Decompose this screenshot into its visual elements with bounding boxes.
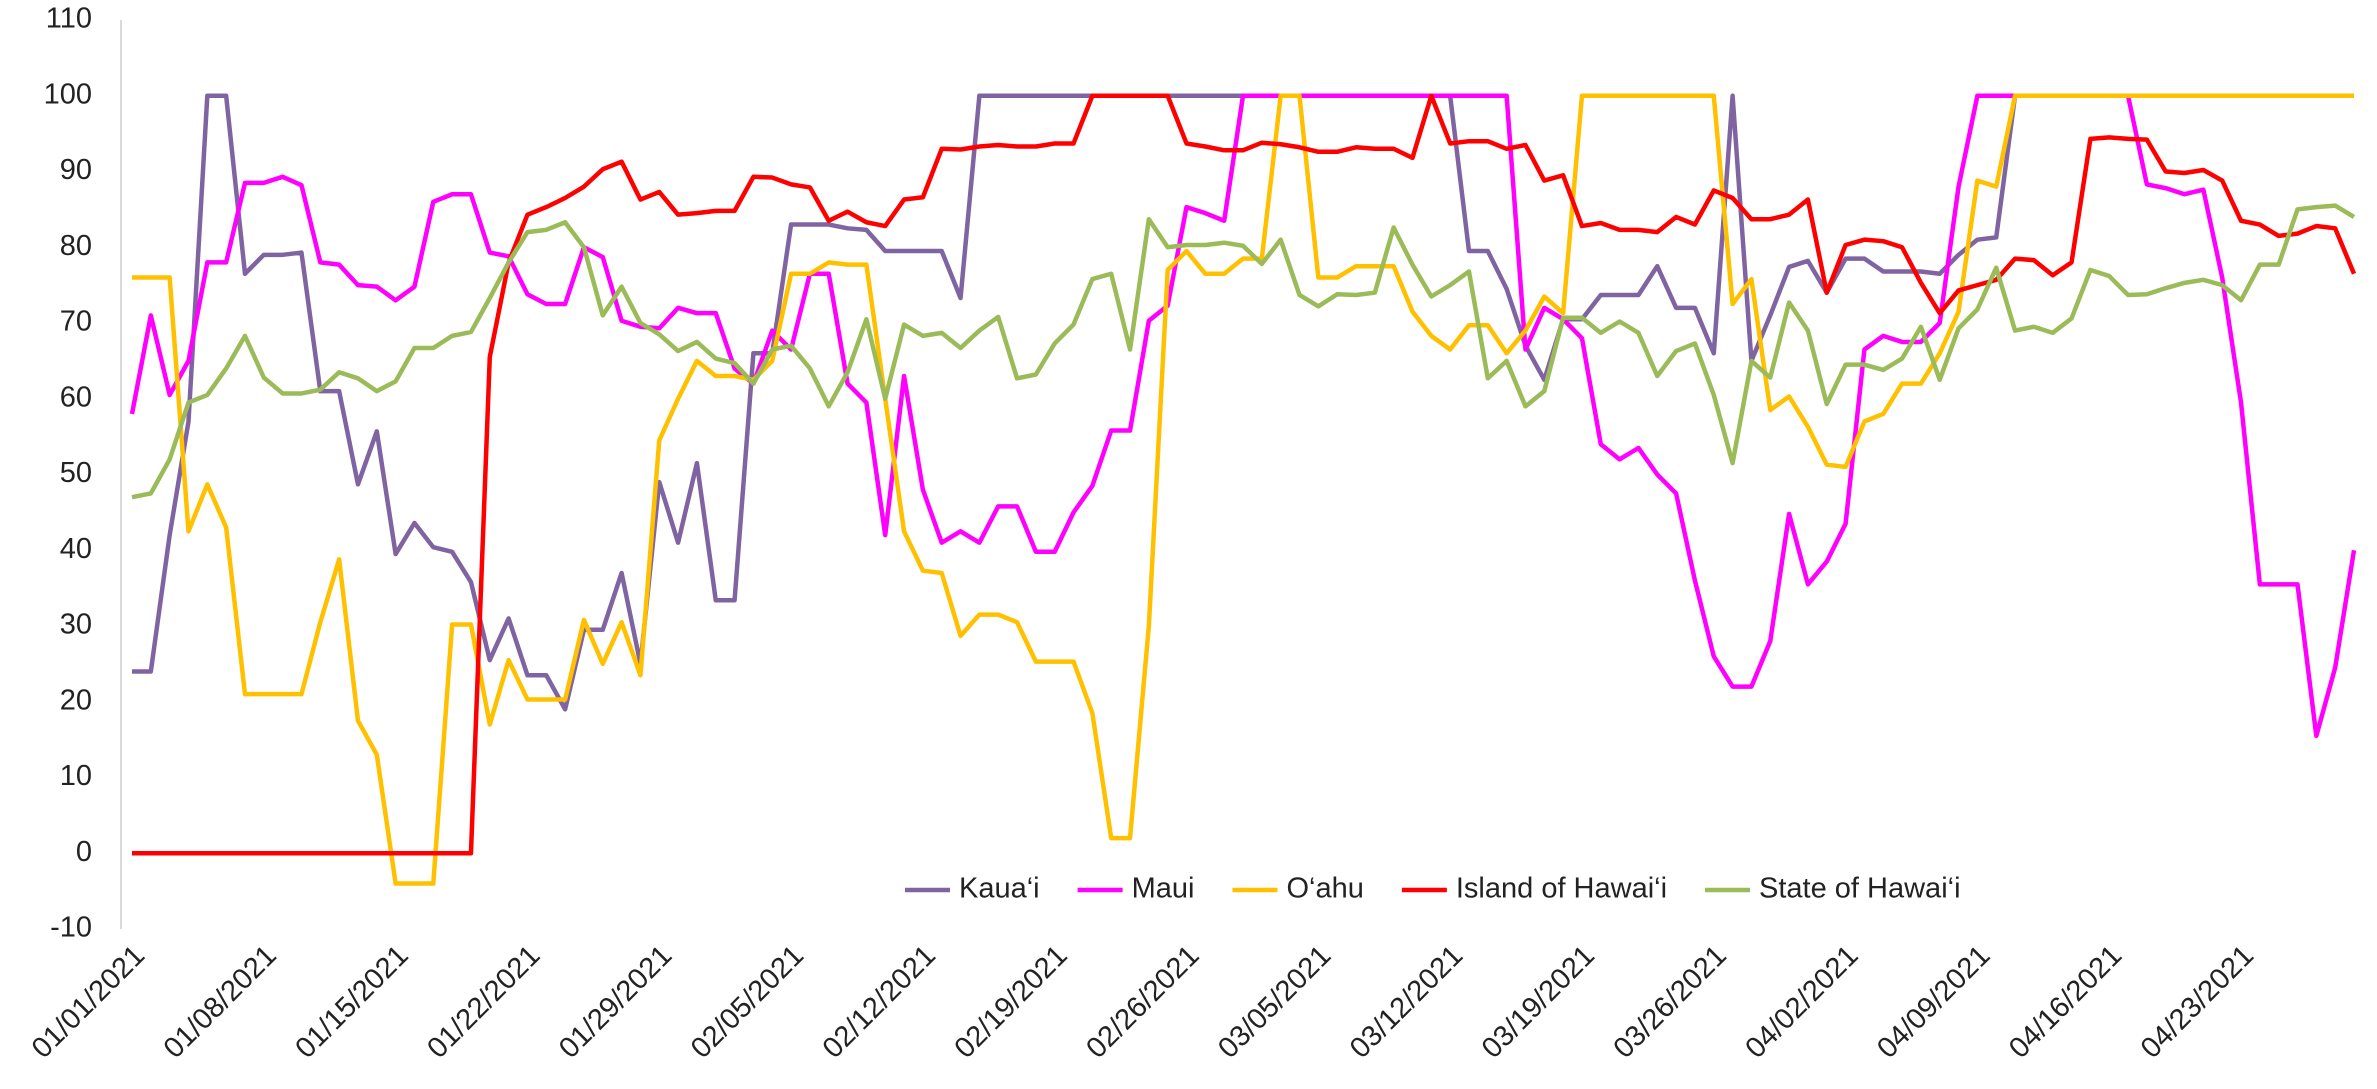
series-line — [132, 93, 2354, 886]
x-tick-label: 01/22/2021 — [421, 939, 546, 1064]
y-tick-label: 20 — [60, 684, 92, 716]
y-tick-label: 90 — [60, 154, 92, 186]
legend-label: Island of Hawai‘i — [1456, 873, 1667, 905]
x-tick-label: 03/19/2021 — [1476, 939, 1601, 1064]
y-tick-label: 80 — [60, 230, 92, 262]
y-tick-label: 10 — [60, 760, 92, 792]
x-tick-label: 02/19/2021 — [949, 939, 1074, 1064]
x-tick-label: 01/29/2021 — [553, 939, 678, 1064]
x-tick-label: 03/12/2021 — [1344, 939, 1469, 1064]
series-line — [129, 93, 2357, 739]
x-tick-label: 04/09/2021 — [1871, 939, 1996, 1064]
series-line — [132, 93, 2354, 712]
x-tick-label: 02/26/2021 — [1080, 939, 1205, 1064]
y-tick-label: 60 — [60, 381, 92, 413]
series-line — [132, 93, 2357, 856]
y-tick-label: 100 — [44, 78, 92, 110]
x-tick-label: 02/05/2021 — [685, 939, 810, 1064]
y-tick-label: 30 — [60, 609, 92, 641]
x-tick-label: 01/01/2021 — [26, 939, 151, 1064]
x-tick-label: 03/05/2021 — [1212, 939, 1337, 1064]
legend-label: State of Hawai‘i — [1759, 873, 1961, 905]
x-tick-label: 04/23/2021 — [2135, 939, 2260, 1064]
x-tick-label: 03/26/2021 — [1608, 939, 1733, 1064]
x-tick-label: 04/16/2021 — [2003, 939, 2128, 1064]
y-tick-label: 70 — [60, 306, 92, 338]
y-tick-label: 110 — [46, 3, 92, 35]
legend-label: Maui — [1132, 873, 1195, 905]
y-tick-label: 0 — [76, 836, 92, 868]
x-tick-label: 02/12/2021 — [817, 939, 942, 1064]
x-tick-label: 01/15/2021 — [289, 939, 414, 1064]
legend-label: Kaua‘i — [959, 873, 1040, 905]
y-tick-label: -10 — [50, 912, 92, 944]
series-line — [131, 203, 2356, 500]
legend-label: O‘ahu — [1286, 873, 1363, 905]
y-tick-label: 50 — [60, 457, 92, 489]
x-tick-label: 01/08/2021 — [158, 939, 283, 1064]
x-tick-label: 04/02/2021 — [1739, 939, 1864, 1064]
y-tick-label: 40 — [60, 533, 92, 565]
